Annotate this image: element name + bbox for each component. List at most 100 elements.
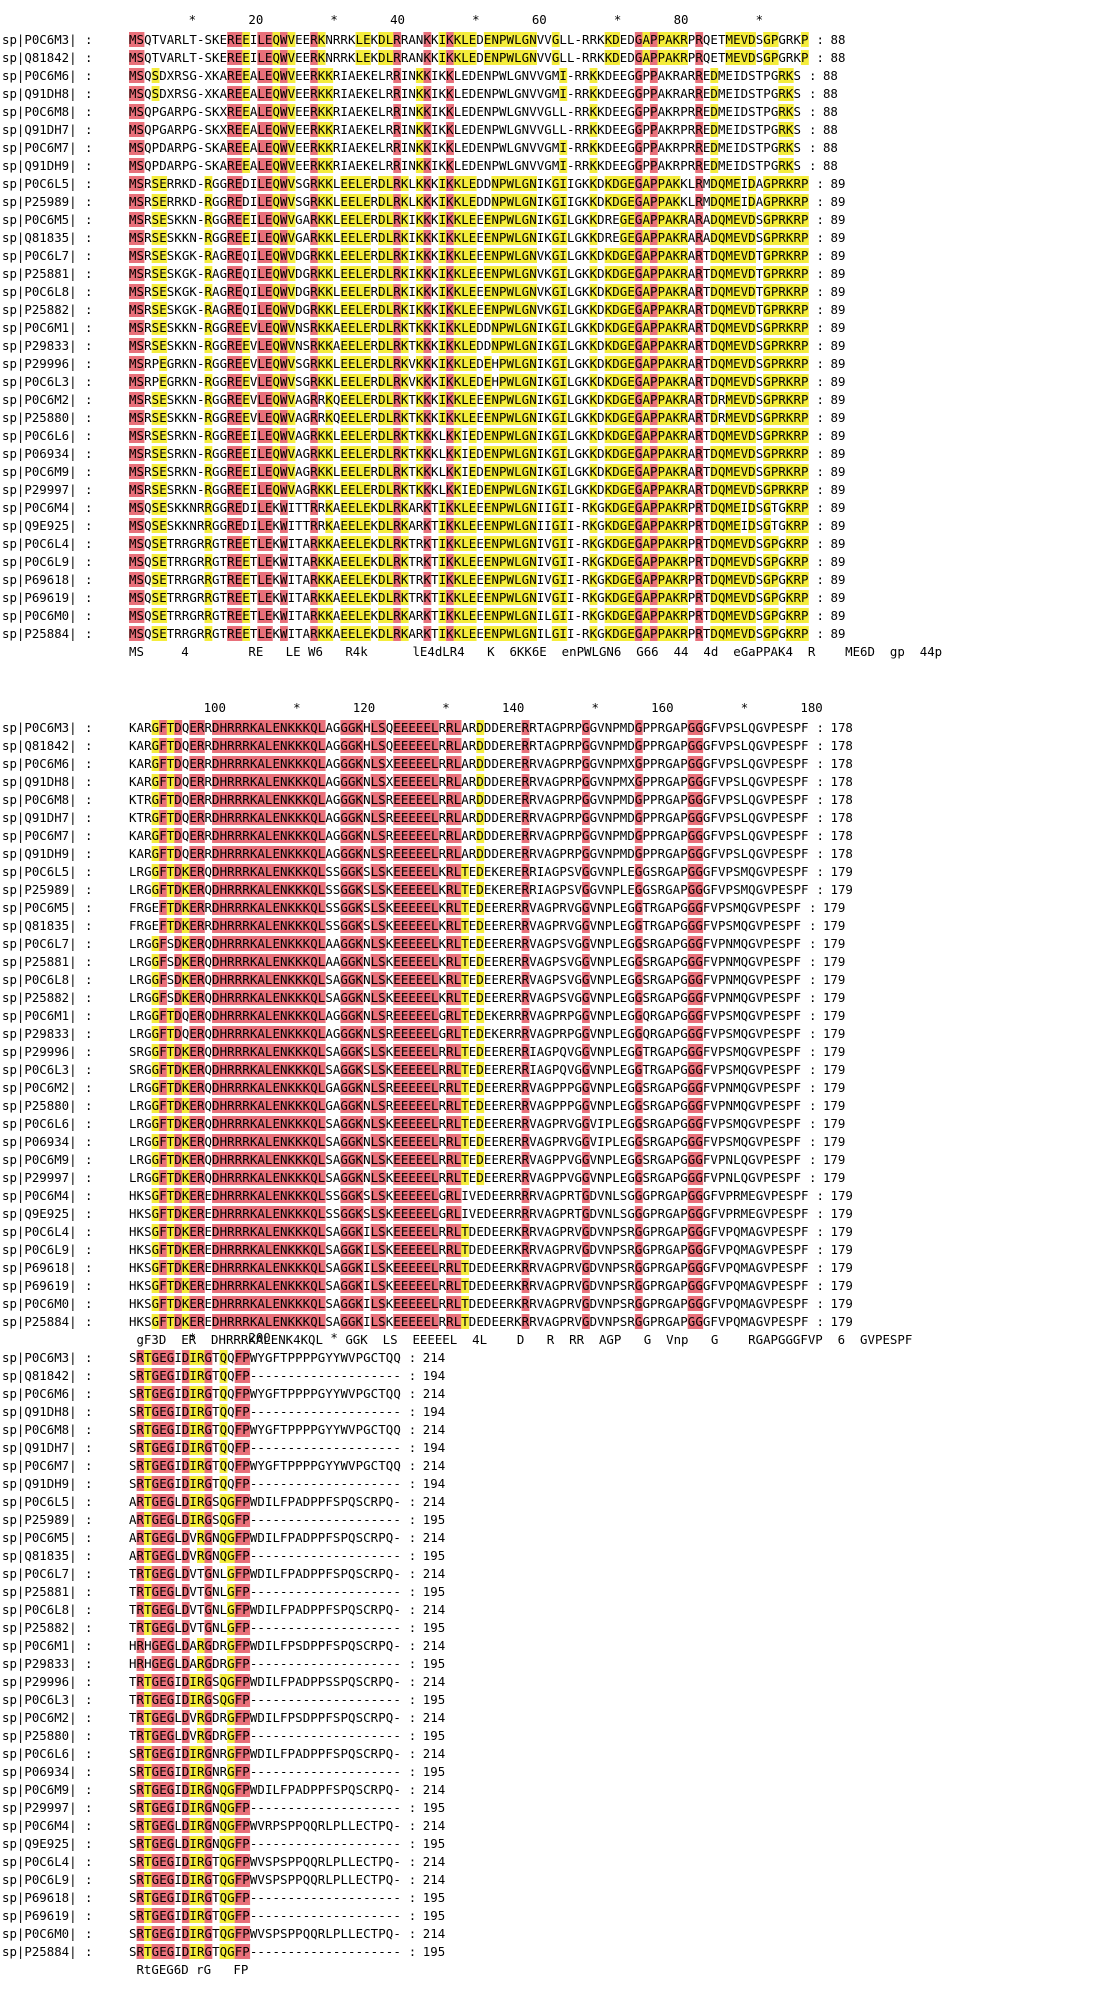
residue-highlight (680, 284, 688, 299)
sequence-end-position: 89 (831, 518, 846, 533)
residue-highlight (733, 446, 741, 461)
sequence-end-position: 214 (423, 1872, 445, 1887)
residue-highlight (129, 230, 137, 245)
residue-highlight (287, 212, 296, 227)
residue-highlight (136, 284, 145, 299)
alignment-row: sp|P0C6M6|: KARGFTDQERRDHRRRKALENKKKQLAGG… (2, 756, 853, 771)
residue-highlight (770, 248, 779, 263)
residue-highlight (280, 428, 288, 443)
residue-highlight (204, 500, 213, 515)
sequence-residues: SRTGEGIDIRGTQQFP-------------------- (129, 1404, 401, 1419)
separator: : (85, 1404, 92, 1419)
sequence-end-position: 89 (831, 590, 846, 605)
residue-highlight (400, 176, 409, 191)
residue-highlight (498, 500, 507, 515)
residue-highlight (521, 320, 530, 335)
residue-highlight (514, 266, 522, 281)
sequence-end-position: 178 (831, 720, 853, 735)
residue-highlight (717, 320, 726, 335)
residue-highlight (680, 482, 688, 497)
sequence-name: sp|P0C6M5| (2, 900, 77, 915)
separator: : (817, 518, 824, 533)
residue-highlight (347, 284, 356, 299)
residue-highlight (242, 140, 251, 155)
residue-highlight (423, 518, 432, 533)
residue-highlight (280, 50, 288, 65)
residue-highlight (642, 176, 651, 191)
residue-highlight (604, 50, 613, 65)
residue-highlight (785, 266, 794, 281)
residue-highlight (665, 392, 673, 407)
residue-highlight (672, 374, 681, 389)
residue-highlight (778, 140, 787, 155)
residue-highlight (310, 248, 319, 263)
residue-highlight (506, 518, 515, 533)
residue-highlight (438, 248, 447, 263)
residue-highlight (242, 122, 251, 137)
residue-highlight (325, 428, 334, 443)
alignment-row: sp|P0C6M4|: SRTGEGLDIRGNQGFPWVRPSPPQQRLPL… (2, 1818, 445, 1833)
residue-highlight (151, 230, 160, 245)
sequence-name: sp|P0C6L4| (2, 1854, 77, 1869)
residue-highlight (665, 518, 673, 533)
residue-highlight (393, 86, 402, 101)
residue-highlight (619, 482, 628, 497)
alignment-row: sp|P0C6L6|: MSRSESRKN-RGGREEILEQWVAGRKKLE… (2, 428, 845, 443)
residue-highlight (347, 212, 356, 227)
residue-highlight (438, 392, 447, 407)
residue-highlight (264, 68, 273, 83)
residue-highlight (740, 50, 749, 65)
alignment-row: sp|P25884|: HKSGFTDKEREDHRRRKALENKKKQLSAG… (2, 1314, 853, 1329)
residue-highlight (136, 482, 145, 497)
residue-highlight (280, 176, 288, 191)
sequence-end-position: 88 (831, 50, 846, 65)
residue-highlight (136, 446, 145, 461)
residue-highlight (317, 320, 326, 335)
separator: : (809, 68, 816, 83)
residue-highlight (506, 500, 515, 515)
residue-highlight (657, 536, 666, 551)
separator: : (817, 774, 824, 789)
residue-highlight (363, 536, 371, 551)
sequence-end-position: 179 (831, 864, 853, 879)
residue-highlight (642, 464, 651, 479)
residue-highlight (672, 410, 681, 425)
alignment-row: sp|P25880|: TRTGEGLDVRGDRGFP-------------… (2, 1728, 445, 1743)
residue-highlight (498, 482, 507, 497)
residue-highlight (642, 194, 651, 209)
residue-highlight (415, 140, 424, 155)
sequence-name: sp|P0C6L8| (2, 1602, 77, 1617)
residue-highlight (634, 464, 643, 479)
residue-highlight (491, 410, 500, 425)
separator: : (85, 338, 92, 353)
alignment-row: sp|P29996|: SRGGFTDKERQDHRRRKALENKKKQLSAG… (2, 1044, 845, 1059)
residue-highlight (446, 374, 454, 389)
residue-highlight (159, 266, 168, 281)
residue-highlight (272, 374, 281, 389)
residue-highlight (347, 410, 356, 425)
residue-highlight (227, 248, 235, 263)
residue-highlight (793, 230, 802, 245)
residue-highlight (204, 248, 213, 263)
residue-highlight (634, 104, 643, 119)
residue-highlight (317, 356, 326, 371)
sequence-name: sp|P0C6L7| (2, 1566, 77, 1581)
separator: : (409, 1746, 416, 1761)
residue-highlight (415, 158, 424, 173)
residue-highlight (355, 194, 364, 209)
residue-highlight (257, 104, 266, 119)
alignment-row: sp|P0C6L4|: HKSGFTDKEREDHRRRKALENKKKQLSAG… (2, 1224, 853, 1239)
sequence-end-position: 89 (831, 374, 846, 389)
residue-highlight (385, 176, 394, 191)
residue-highlight (725, 230, 734, 245)
sequence-name: sp|P0C6M5| (2, 1530, 77, 1545)
residue-highlight (778, 230, 787, 245)
residue-highlight (242, 536, 251, 551)
residue-highlight (695, 140, 704, 155)
sequence-residues: MSQPGARPG-SKXREEALEQWVEERKKRIAEKELRRINKK… (129, 104, 801, 119)
separator: : (85, 774, 92, 789)
sequence-residues: MSQSETRRGRRGTREETLEKWITARKKAEELEKDLRKTRK… (129, 572, 809, 587)
residue-highlight (461, 284, 470, 299)
residue-highlight (310, 140, 319, 155)
residue-highlight (453, 230, 462, 245)
